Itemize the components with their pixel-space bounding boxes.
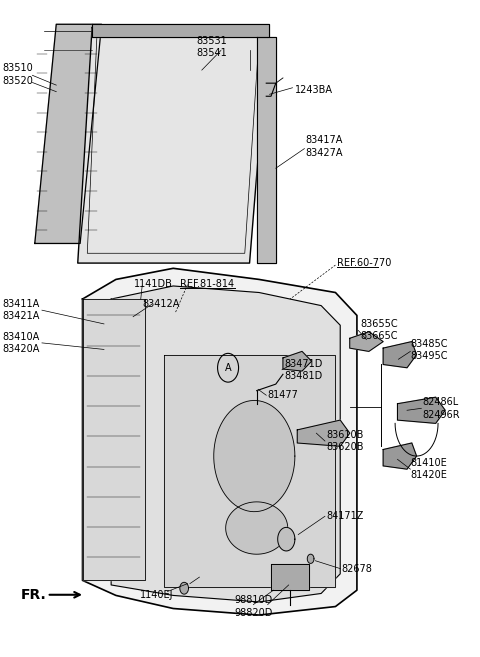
- Text: REF.81-814: REF.81-814: [180, 279, 234, 289]
- Text: 84171Z: 84171Z: [326, 511, 363, 521]
- Polygon shape: [297, 420, 350, 446]
- Polygon shape: [283, 351, 312, 371]
- Text: 82486L
82496R: 82486L 82496R: [422, 397, 460, 420]
- Text: 83510
83520: 83510 83520: [2, 64, 33, 86]
- Text: A: A: [225, 363, 231, 373]
- Text: REF.60-770: REF.60-770: [337, 258, 392, 268]
- Circle shape: [307, 555, 314, 563]
- Polygon shape: [383, 443, 417, 469]
- Polygon shape: [271, 564, 309, 590]
- Text: 83412A: 83412A: [142, 299, 180, 309]
- Text: 82678: 82678: [341, 564, 372, 574]
- Text: 83417A
83427A: 83417A 83427A: [306, 135, 343, 158]
- Polygon shape: [257, 37, 276, 263]
- Polygon shape: [214, 401, 295, 512]
- Polygon shape: [383, 342, 417, 368]
- Text: 1243BA: 1243BA: [295, 85, 333, 95]
- Polygon shape: [92, 24, 269, 37]
- Text: FR.: FR.: [21, 588, 46, 602]
- Polygon shape: [164, 355, 336, 587]
- Text: 81410E
81420E: 81410E 81420E: [411, 458, 448, 480]
- Polygon shape: [83, 268, 357, 615]
- Polygon shape: [350, 332, 383, 351]
- Polygon shape: [397, 397, 445, 423]
- Circle shape: [278, 528, 295, 551]
- Text: 83471D
83481D: 83471D 83481D: [284, 359, 323, 381]
- Polygon shape: [78, 28, 269, 263]
- Text: 83411A
83421A: 83411A 83421A: [2, 299, 40, 321]
- Text: 83485C
83495C: 83485C 83495C: [411, 339, 448, 361]
- Text: 81477: 81477: [268, 390, 299, 400]
- Polygon shape: [35, 24, 102, 244]
- Text: 83410A
83420A: 83410A 83420A: [2, 332, 40, 354]
- Polygon shape: [226, 502, 288, 555]
- Text: 83610B
83620B: 83610B 83620B: [326, 430, 363, 452]
- Text: 1140EJ: 1140EJ: [140, 591, 173, 600]
- Polygon shape: [83, 299, 144, 580]
- Circle shape: [180, 582, 189, 594]
- Text: 83531
83541: 83531 83541: [196, 36, 227, 58]
- Text: 98810D
98820D: 98810D 98820D: [234, 595, 273, 618]
- Text: 1141DB: 1141DB: [134, 279, 173, 289]
- Text: 83655C
83665C: 83655C 83665C: [360, 319, 398, 341]
- Polygon shape: [111, 286, 340, 602]
